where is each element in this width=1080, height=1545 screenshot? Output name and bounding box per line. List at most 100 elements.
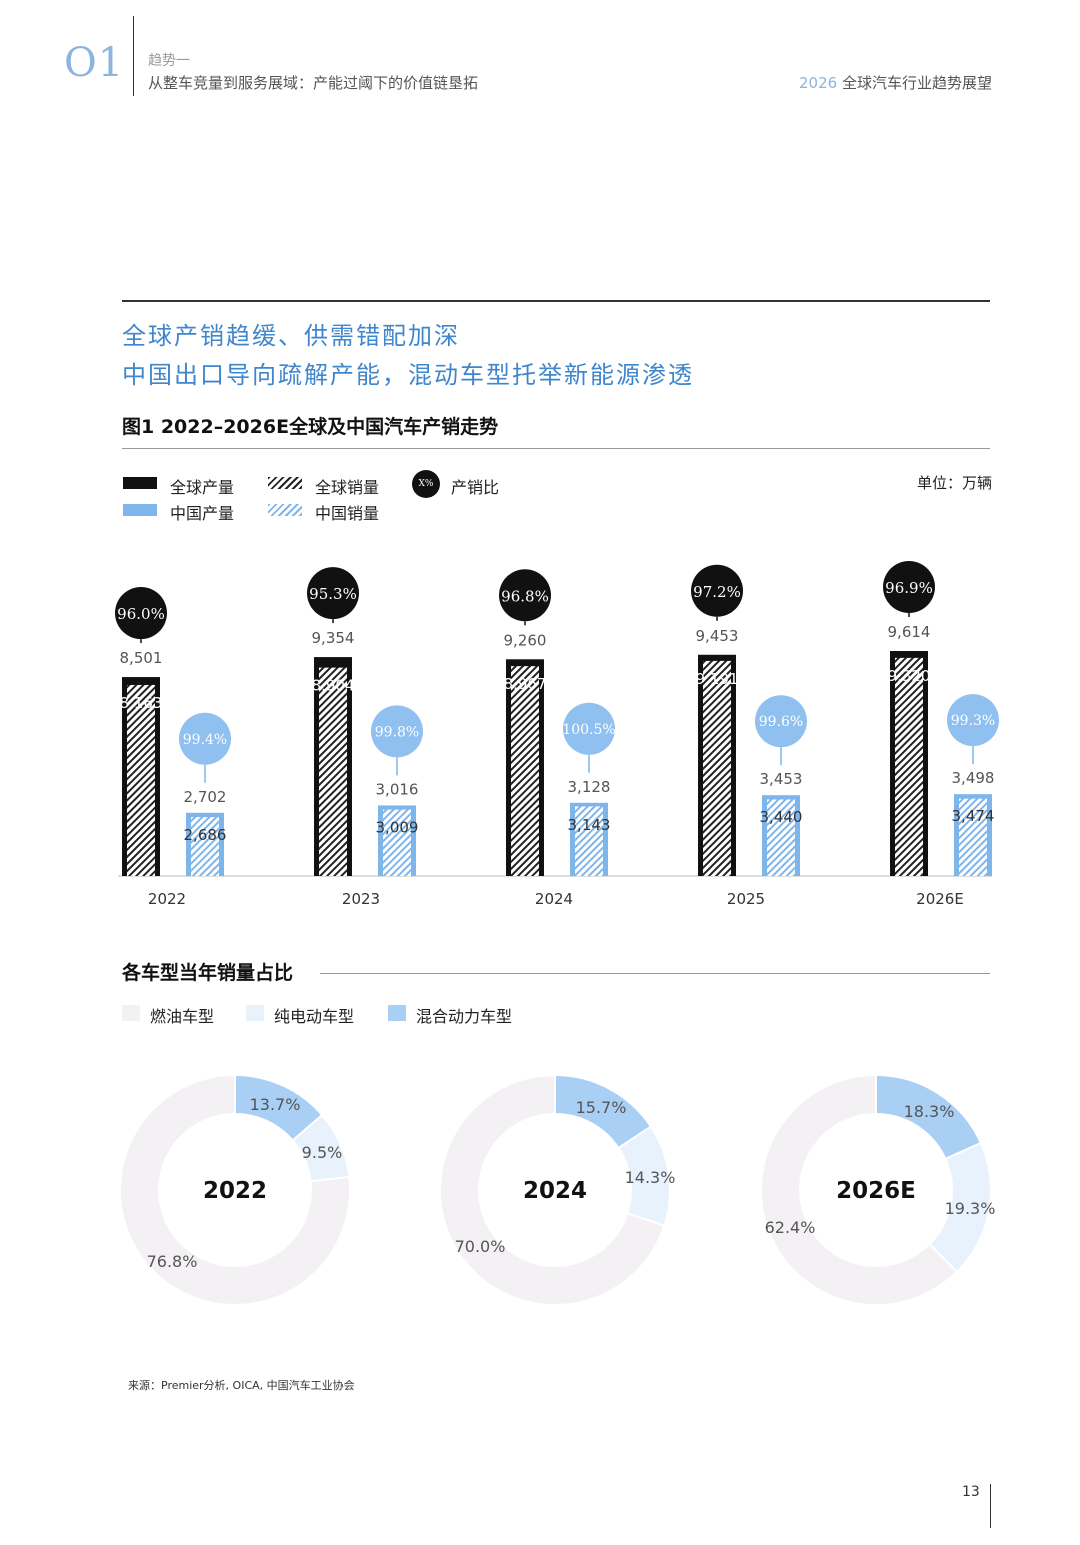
page-number: 13 xyxy=(962,1484,980,1500)
ratio-label-global: 95.3% xyxy=(309,585,357,603)
donut-center-year: 2026E xyxy=(836,1178,916,1204)
mix-section-title: 各车型当年销量占比 xyxy=(122,962,294,984)
label-global-sales: 9,191 xyxy=(696,670,739,688)
label-global-production: 9,354 xyxy=(312,629,355,647)
bar-global-sales xyxy=(127,684,155,876)
report-year: 2026 xyxy=(799,74,838,92)
legend-global-production: 全球产量 xyxy=(170,478,235,497)
donut-slice-label: 15.7% xyxy=(576,1098,627,1117)
x-tick-label: 2024 xyxy=(535,890,573,908)
label-global-sales: 9,320 xyxy=(888,667,931,685)
label-china-production: 3,453 xyxy=(760,770,803,788)
legend-global-sales: 全球销量 xyxy=(315,478,380,497)
ratio-label-global: 97.2% xyxy=(693,583,741,601)
figure-title: 图1 2022–2026E全球及中国汽车产销走势 xyxy=(122,416,499,438)
label-china-production: 3,498 xyxy=(952,769,995,787)
ratio-bubble-china xyxy=(371,705,423,758)
donut-slice-label: 19.3% xyxy=(945,1199,996,1218)
ratio-bubble-china xyxy=(755,695,807,748)
ratio-bubble-global xyxy=(883,561,935,613)
bar-china-sales xyxy=(959,798,987,876)
section-number: O1 xyxy=(64,40,125,86)
legend-swatch-china-sales xyxy=(268,504,302,516)
bar-china-sales xyxy=(767,799,795,876)
unit-label: 单位：万辆 xyxy=(916,474,992,492)
label-china-sales: 2,686 xyxy=(184,826,227,844)
legend-ratio: 产销比 xyxy=(451,478,500,497)
figure-rule xyxy=(122,448,990,449)
legend-bev: 纯电动车型 xyxy=(274,1007,355,1026)
label-china-production: 3,128 xyxy=(568,778,611,796)
label-china-production: 3,016 xyxy=(376,780,419,798)
legend-china-sales: 中国销量 xyxy=(315,504,380,523)
legend-swatch-bev xyxy=(246,1005,264,1021)
label-china-sales: 3,009 xyxy=(376,818,419,836)
ratio-bubble-china xyxy=(179,712,231,765)
label-global-production: 9,453 xyxy=(696,627,739,645)
donut-slice-label: 70.0% xyxy=(455,1237,506,1256)
legend-china-production: 中国产量 xyxy=(170,504,235,523)
label-global-production: 8,501 xyxy=(120,649,163,667)
label-global-production: 9,260 xyxy=(504,631,547,649)
x-tick-label: 2025 xyxy=(727,890,765,908)
bar-global-sales xyxy=(703,660,731,876)
ratio-bubble-global xyxy=(691,564,743,617)
label-china-production: 2,702 xyxy=(184,788,227,806)
legend-ice: 燃油车型 xyxy=(150,1007,215,1026)
x-tick-label: 2022 xyxy=(148,890,186,908)
donut-slice-label: 9.5% xyxy=(302,1143,343,1162)
donut-slice-label: 18.3% xyxy=(904,1102,955,1121)
bar-global-sales xyxy=(511,666,539,876)
legend-swatch-global-production xyxy=(123,477,157,489)
legend-swatch-global-sales xyxy=(268,477,302,489)
trend-label: 趋势一 xyxy=(148,53,190,69)
bar-china-sales xyxy=(383,809,411,876)
ratio-label-china: 99.4% xyxy=(183,732,227,748)
legend-swatch-china-production xyxy=(123,504,157,516)
report-title-text: 全球汽车行业趋势展望 xyxy=(841,74,992,92)
label-china-sales: 3,474 xyxy=(952,807,995,825)
legend-ratio-symbol: X% xyxy=(412,470,440,498)
donut-center-year: 2024 xyxy=(523,1178,587,1204)
ratio-label-china: 99.3% xyxy=(951,713,995,729)
ratio-label-global: 96.0% xyxy=(117,605,165,623)
ratio-bubble-global xyxy=(499,569,551,622)
x-tick-label: 2023 xyxy=(342,890,380,908)
source-note: 来源：Premier分析, OICA, 中国汽车工业协会 xyxy=(128,1379,355,1392)
donut-slice-label: 13.7% xyxy=(250,1095,301,1114)
ratio-label-china: 99.8% xyxy=(375,724,419,740)
ratio-label-china: 100.5% xyxy=(562,722,615,738)
label-china-sales: 3,143 xyxy=(568,816,611,834)
donut-slice-label: 14.3% xyxy=(625,1168,676,1187)
donut-slice xyxy=(439,1073,666,1306)
donut-slice-label: 62.4% xyxy=(765,1218,816,1237)
label-global-production: 9,614 xyxy=(888,623,931,641)
headline-line1: 全球产销趋缓、供需错配加深 xyxy=(122,322,460,350)
ratio-bubble-china xyxy=(563,702,615,755)
mix-section-rule xyxy=(320,973,990,974)
section-subtitle: 从整车竞量到服务展域：产能过阈下的价值链垦拓 xyxy=(148,74,479,92)
page-divider xyxy=(990,1484,991,1528)
donut-slice-label: 76.8% xyxy=(147,1252,198,1271)
donut-center-year: 2022 xyxy=(203,1178,267,1204)
bar-china-sales xyxy=(191,817,219,876)
ratio-bubble-global xyxy=(115,587,167,640)
label-global-sales: 8,967 xyxy=(504,675,547,693)
x-tick-label: 2026E xyxy=(916,890,964,908)
ratio-bubble-china xyxy=(947,694,999,747)
report-title: 2026 全球汽车行业趋势展望 xyxy=(799,72,992,93)
headline-line2: 中国出口导向疏解产能，混动车型托举新能源渗透 xyxy=(122,361,694,389)
legend-swatch-hev xyxy=(388,1005,406,1021)
ratio-label-china: 99.6% xyxy=(759,714,803,730)
ratio-label-global: 96.8% xyxy=(501,587,549,605)
ratio-bubble-global xyxy=(307,567,359,620)
bar-chart: 8,501 8,163 96.0% 2,702 2,686 99.4% 2022 9,354 8… xyxy=(115,561,999,908)
label-china-sales: 3,440 xyxy=(760,808,803,826)
label-global-sales: 8,163 xyxy=(120,694,163,712)
top-rule xyxy=(122,300,990,302)
bar-global-sales xyxy=(319,667,347,876)
donut-slice xyxy=(760,1073,959,1306)
legend-swatch-ice xyxy=(122,1005,140,1021)
legend-hev: 混合动力车型 xyxy=(416,1007,513,1026)
bar-china-sales xyxy=(575,806,603,876)
